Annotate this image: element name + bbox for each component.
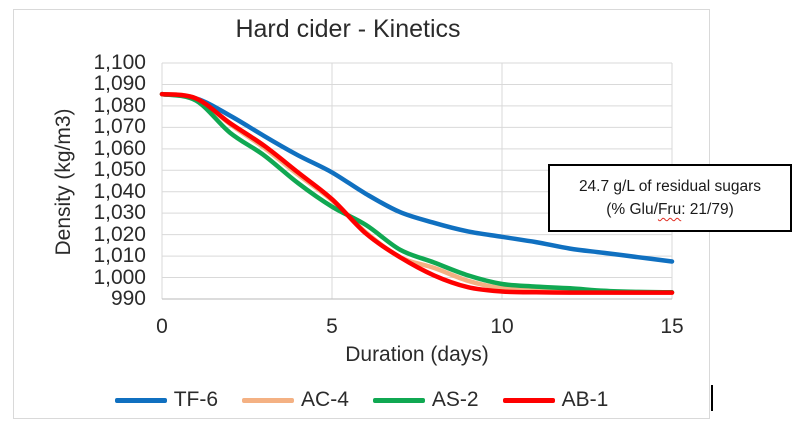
legend-item-tf-6[interactable]: TF-6 bbox=[114, 388, 219, 412]
legend: TF-6 AC-4 AS-2 AB-1 bbox=[13, 388, 710, 412]
legend-item-ac-4[interactable]: AC-4 bbox=[242, 388, 349, 412]
legend-item-as-2[interactable]: AS-2 bbox=[372, 388, 479, 412]
y-tick-label: 1,010 bbox=[93, 244, 146, 268]
x-tick-label: 0 bbox=[156, 315, 168, 338]
y-tick-label: 1,020 bbox=[93, 222, 146, 246]
chart-title[interactable]: Hard cider - Kinetics bbox=[235, 15, 461, 43]
series-line-tf-6[interactable] bbox=[159, 91, 675, 264]
text-cursor bbox=[711, 385, 713, 411]
y-tick-label: 1,090 bbox=[93, 72, 146, 96]
x-tick-label: 10 bbox=[490, 315, 514, 338]
misspelled-word: Fru bbox=[657, 201, 682, 218]
y-tick-label: 1,060 bbox=[93, 136, 146, 160]
x-tick-label: 15 bbox=[660, 315, 684, 338]
legend-label: AC-4 bbox=[301, 388, 349, 411]
y-tick-label: 1,040 bbox=[93, 179, 146, 203]
series-line-ab-1[interactable] bbox=[159, 91, 675, 295]
y-tick-label: 1,080 bbox=[93, 93, 146, 117]
annotation-line2-prefix: (% Glu/ bbox=[606, 201, 658, 218]
y-tick-label: 1,070 bbox=[93, 115, 146, 139]
x-tick-label: 5 bbox=[326, 315, 338, 338]
y-tick-label: 1,050 bbox=[93, 158, 146, 182]
x-axis-title: Duration (days) bbox=[345, 343, 489, 366]
series-line-as-2[interactable] bbox=[159, 91, 675, 295]
legend-line-swatch bbox=[114, 397, 167, 403]
legend-label: AS-2 bbox=[431, 388, 479, 411]
annotation-line2: (% Glu/Fru: 21/79) bbox=[606, 198, 734, 221]
y-tick-label: 1,000 bbox=[93, 265, 146, 289]
y-tick-label: 1,100 bbox=[93, 51, 146, 74]
annotation-textbox[interactable]: 24.7 g/L of residual sugars (% Glu/Fru: … bbox=[548, 164, 792, 232]
legend-line-swatch bbox=[242, 397, 295, 403]
legend-label: AB-1 bbox=[561, 388, 609, 411]
legend-label: TF-6 bbox=[173, 388, 219, 411]
y-tick-label: 990 bbox=[110, 287, 146, 310]
annotation-line2-suffix: : 21/79) bbox=[681, 201, 734, 218]
legend-line-swatch bbox=[502, 397, 555, 403]
y-tick-label: 1,030 bbox=[93, 201, 146, 225]
annotation-line1: 24.7 g/L of residual sugars bbox=[578, 178, 762, 195]
legend-line-swatch bbox=[372, 397, 425, 403]
legend-item-ab-1[interactable]: AB-1 bbox=[502, 388, 609, 412]
